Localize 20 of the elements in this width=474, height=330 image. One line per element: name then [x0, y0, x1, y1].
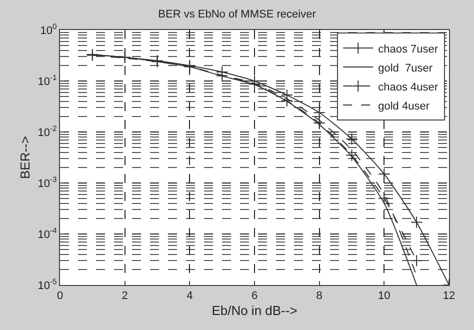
- legend-label: gold 7user: [378, 62, 433, 74]
- y-tick-label: 10$^{-4}$: [38, 226, 58, 241]
- x-tick-label: 2: [122, 290, 128, 302]
- chart-title: BER vs EbNo of MMSE receiver: [158, 8, 316, 21]
- y-tick-label: 10$^{-2}$: [38, 124, 57, 139]
- y-tick-label: 10$^{0}$: [40, 22, 57, 37]
- y-tick-label: 10$^{-1}$: [38, 73, 57, 88]
- y-tick-label: 10$^{-5}$: [38, 277, 57, 292]
- legend-label: chaos 4user: [378, 81, 438, 94]
- legend-label: chaos 7user: [378, 43, 438, 56]
- x-tick-label: 12: [442, 290, 456, 302]
- x-tick-label: 4: [186, 290, 193, 302]
- y-axis-title: BER-->: [18, 136, 33, 179]
- x-tick-label: 6: [251, 290, 258, 302]
- y-tick-label: 10$^{-3}$: [38, 175, 57, 190]
- legend-label: gold 4user: [378, 100, 430, 112]
- x-tick-label: 0: [56, 290, 64, 302]
- x-tick-label: 8: [316, 290, 322, 302]
- x-axis-title: Eb/No in dB-->: [212, 302, 298, 318]
- x-tick-label: 10: [378, 290, 390, 302]
